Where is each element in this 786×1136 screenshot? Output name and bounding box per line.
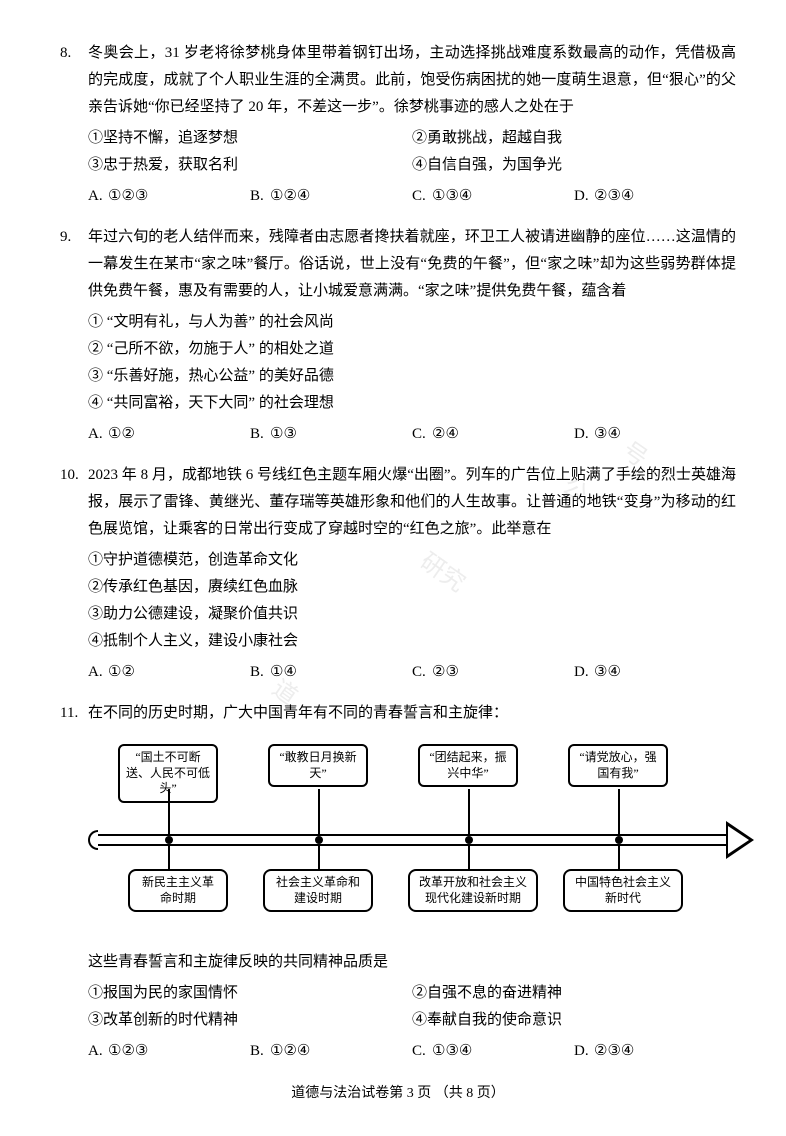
option-c: C.①③④ (412, 183, 574, 210)
arrow-tail (88, 830, 98, 850)
timeline-dot (615, 836, 623, 844)
statement-4: ④奉献自我的使命意识 (412, 1007, 736, 1034)
statement-2: ②传承红色基因，赓续红色血脉 (88, 574, 736, 601)
statement-2: ②自强不息的奋进精神 (412, 980, 736, 1007)
timeline-period: 中国特色社会主义新时代 (563, 869, 683, 912)
statement-2: ②勇敢挑战，超越自我 (412, 125, 736, 152)
flag-pole (468, 789, 470, 834)
question-number: 8. (60, 40, 88, 210)
statement-4: ④自信自强，为国争光 (412, 152, 736, 179)
statement-1: ①守护道德模范，创造革命文化 (88, 547, 736, 574)
question-text: 2023 年 8 月，成都地铁 6 号线红色主题车厢火爆“出圈”。列车的广告位上… (88, 462, 736, 543)
statement-list: ① “文明有礼，与人为善” 的社会风尚 ② “己所不欲，勿施于人” 的相处之道 … (88, 309, 736, 417)
question-text: 年过六旬的老人结伴而来，残障者由志愿者搀扶着就座，环卫工人被请进幽静的座位……这… (88, 224, 736, 305)
timeline-dot (315, 836, 323, 844)
option-a: A.①② (88, 421, 250, 448)
option-d: D.②③④ (574, 1038, 736, 1065)
option-a: A.①② (88, 659, 250, 686)
question-text: 冬奥会上，31 岁老将徐梦桃身体里带着钢钉出场，主动选择挑战难度系数最高的动作，… (88, 40, 736, 121)
timeline-flag: “请党放心，强国有我” (568, 744, 668, 787)
page-footer: 道德与法治试卷第 3 页 （共 8 页） (60, 1081, 736, 1106)
statement-list: ①坚持不懈，追逐梦想 ②勇敢挑战，超越自我 ③忠于热爱，获取名利 ④自信自强，为… (88, 125, 736, 179)
statement-1: ①报国为民的家国情怀 (88, 980, 412, 1007)
option-c: C.②④ (412, 421, 574, 448)
timeline-period: 社会主义革命和建设时期 (263, 869, 373, 912)
option-row: A.①② B.①③ C.②④ D.③④ (88, 421, 736, 448)
option-b: B.①②④ (250, 183, 412, 210)
question-10: 号 公 研究 道 10. 2023 年 8 月，成都地铁 6 号线红色主题车厢火… (60, 462, 736, 686)
statement-4: ④ “共同富裕，天下大同” 的社会理想 (88, 390, 736, 417)
timeline-period: 改革开放和社会主义现代化建设新时期 (408, 869, 538, 912)
question-text: 在不同的历史时期，广大中国青年有不同的青春誓言和主旋律： (88, 700, 736, 727)
option-d: D.③④ (574, 659, 736, 686)
timeline-flag: “敢教日月换新天” (268, 744, 368, 787)
period-connector (318, 846, 320, 869)
statement-2: ② “己所不欲，勿施于人” 的相处之道 (88, 336, 736, 363)
statement-list: ①守护道德模范，创造革命文化 ②传承红色基因，赓续红色血脉 ③助力公德建设，凝聚… (88, 547, 736, 655)
period-connector (468, 846, 470, 869)
timeline-flag: “团结起来，振兴中华” (418, 744, 518, 787)
option-d: D.②③④ (574, 183, 736, 210)
statement-list: ①报国为民的家国情怀 ②自强不息的奋进精神 ③改革创新的时代精神 ④奉献自我的使… (88, 980, 736, 1034)
question-number: 11. (60, 700, 88, 1065)
option-row: A.①②③ B.①②④ C.①③④ D.②③④ (88, 1038, 736, 1065)
flag-pole (318, 789, 320, 834)
flag-pole (168, 789, 170, 834)
question-9: 9. 年过六旬的老人结伴而来，残障者由志愿者搀扶着就座，环卫工人被请进幽静的座位… (60, 224, 736, 448)
question-number: 10. (60, 462, 88, 686)
option-c: C.①③④ (412, 1038, 574, 1065)
option-b: B.①③ (250, 421, 412, 448)
option-a: A.①②③ (88, 1038, 250, 1065)
question-8: 8. 冬奥会上，31 岁老将徐梦桃身体里带着钢钉出场，主动选择挑战难度系数最高的… (60, 40, 736, 210)
option-b: B.①④ (250, 659, 412, 686)
period-connector (168, 846, 170, 869)
question-subtext: 这些青春誓言和主旋律反映的共同精神品质是 (88, 949, 736, 976)
question-11: 11. 在不同的历史时期，广大中国青年有不同的青春誓言和主旋律： “国土不可断送… (60, 700, 736, 1065)
timeline-dot (165, 836, 173, 844)
timeline-dot (465, 836, 473, 844)
question-number: 9. (60, 224, 88, 448)
option-c: C.②③ (412, 659, 574, 686)
timeline-period: 新民主主义革命时期 (128, 869, 228, 912)
statement-3: ③ “乐善好施，热心公益” 的美好品德 (88, 363, 736, 390)
arrow-line (98, 834, 736, 846)
statement-3: ③助力公德建设，凝聚价值共识 (88, 601, 736, 628)
arrow-head-icon (726, 821, 754, 859)
option-d: D.③④ (574, 421, 736, 448)
option-row: A.①②③ B.①②④ C.①③④ D.②③④ (88, 183, 736, 210)
option-a: A.①②③ (88, 183, 250, 210)
statement-1: ① “文明有礼，与人为善” 的社会风尚 (88, 309, 736, 336)
period-connector (618, 846, 620, 869)
flag-pole (618, 789, 620, 834)
statement-3: ③忠于热爱，获取名利 (88, 152, 412, 179)
statement-4: ④抵制个人主义，建设小康社会 (88, 628, 736, 655)
option-row: A.①② B.①④ C.②③ D.③④ (88, 659, 736, 686)
timeline-diagram: “国土不可断送、人民不可低头”新民主主义革命时期“敢教日月换新天”社会主义革命和… (88, 739, 736, 939)
statement-1: ①坚持不懈，追逐梦想 (88, 125, 412, 152)
option-b: B.①②④ (250, 1038, 412, 1065)
statement-3: ③改革创新的时代精神 (88, 1007, 412, 1034)
